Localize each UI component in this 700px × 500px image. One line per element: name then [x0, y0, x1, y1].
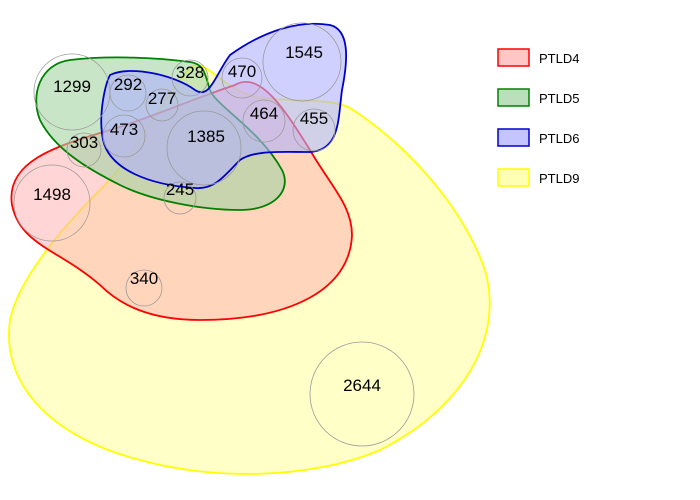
count-ptld4-ptld5-ptld6: 473 — [110, 120, 138, 139]
bubble-1545 — [262, 22, 342, 102]
count-ptld4-ptld5-ptld9: 245 — [166, 180, 194, 199]
count-ptld5-only: 1299 — [53, 77, 91, 96]
count-ptld5-ptld9: 328 — [176, 63, 204, 82]
legend-swatch-ptld5 — [497, 88, 530, 107]
legend-swatch-ptld9 — [497, 168, 530, 187]
legend-label-ptld4: PTLD4 — [539, 51, 579, 66]
legend-label-ptld6: PTLD6 — [539, 131, 579, 146]
count-ptld5-ptld6-ptld9: 277 — [148, 89, 176, 108]
legend: PTLD4 PTLD5 PTLD6 PTLD9 — [497, 48, 579, 187]
bubble-340 — [125, 269, 163, 307]
bubble-292 — [109, 74, 147, 112]
count-ptld6-only: 1545 — [285, 43, 323, 62]
bubble-277 — [145, 88, 179, 122]
set-ptld6-shape — [100, 22, 348, 189]
bubble-464 — [242, 99, 286, 143]
count-ptld4-ptld6-ptld9: 464 — [250, 104, 278, 123]
legend-swatch-ptld4 — [497, 48, 530, 67]
bubble-328 — [171, 59, 209, 97]
count-ptld4-ptld6: 470 — [228, 62, 256, 81]
bubble-2644 — [309, 341, 415, 447]
bubble-455 — [292, 108, 336, 152]
bubble-245 — [163, 181, 197, 215]
count-ptld4-only: 1498 — [33, 185, 71, 204]
bubble-473 — [102, 114, 146, 158]
count-ptld5-ptld6: 292 — [114, 75, 142, 94]
count-ptld6-ptld9: 455 — [300, 109, 328, 128]
count-ptld4-ptld9: 340 — [130, 269, 158, 288]
count-ptld4-ptld5: 303 — [70, 133, 98, 152]
legend-label-ptld5: PTLD5 — [539, 91, 579, 106]
legend-label-ptld9: PTLD9 — [539, 171, 579, 186]
count-all-four: 1385 — [187, 127, 225, 146]
bubble-1385 — [166, 110, 242, 186]
bubble-470 — [221, 57, 263, 99]
bubble-303 — [66, 132, 102, 168]
bubble-1498 — [13, 164, 91, 242]
count-ptld9-only: 2644 — [343, 376, 381, 395]
legend-swatch-ptld6 — [497, 128, 530, 147]
